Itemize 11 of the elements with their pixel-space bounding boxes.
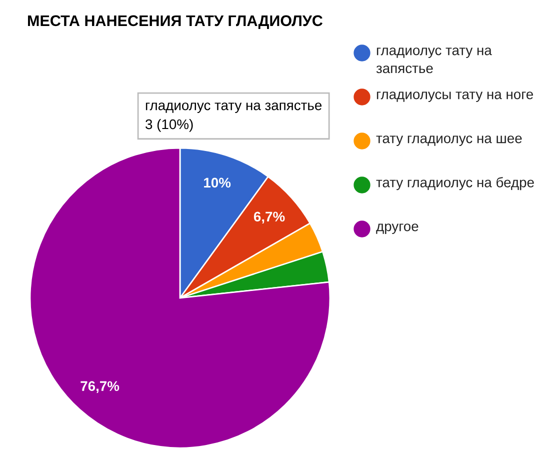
legend-label: тату гладиолус на шее (376, 136, 522, 146)
chart-title: МЕСТА НАНЕСЕНИЯ ТАТУ ГЛАДИОЛУС (28, 15, 323, 29)
legend-label: тату гладиолус на бедре (376, 177, 534, 190)
legend-label: гладиолусы тату на ноге (376, 92, 533, 102)
data-label: 10% (204, 178, 231, 188)
legend-label: другое (376, 224, 418, 234)
pie-slice (29, 147, 331, 449)
data-label: 6,7% (254, 212, 285, 224)
legend-label: гладиолус тату на запястье (376, 48, 492, 74)
text: гладиолус тату на запястье 3 (10%) (146, 102, 322, 132)
data-label: 76,7% (80, 381, 120, 394)
